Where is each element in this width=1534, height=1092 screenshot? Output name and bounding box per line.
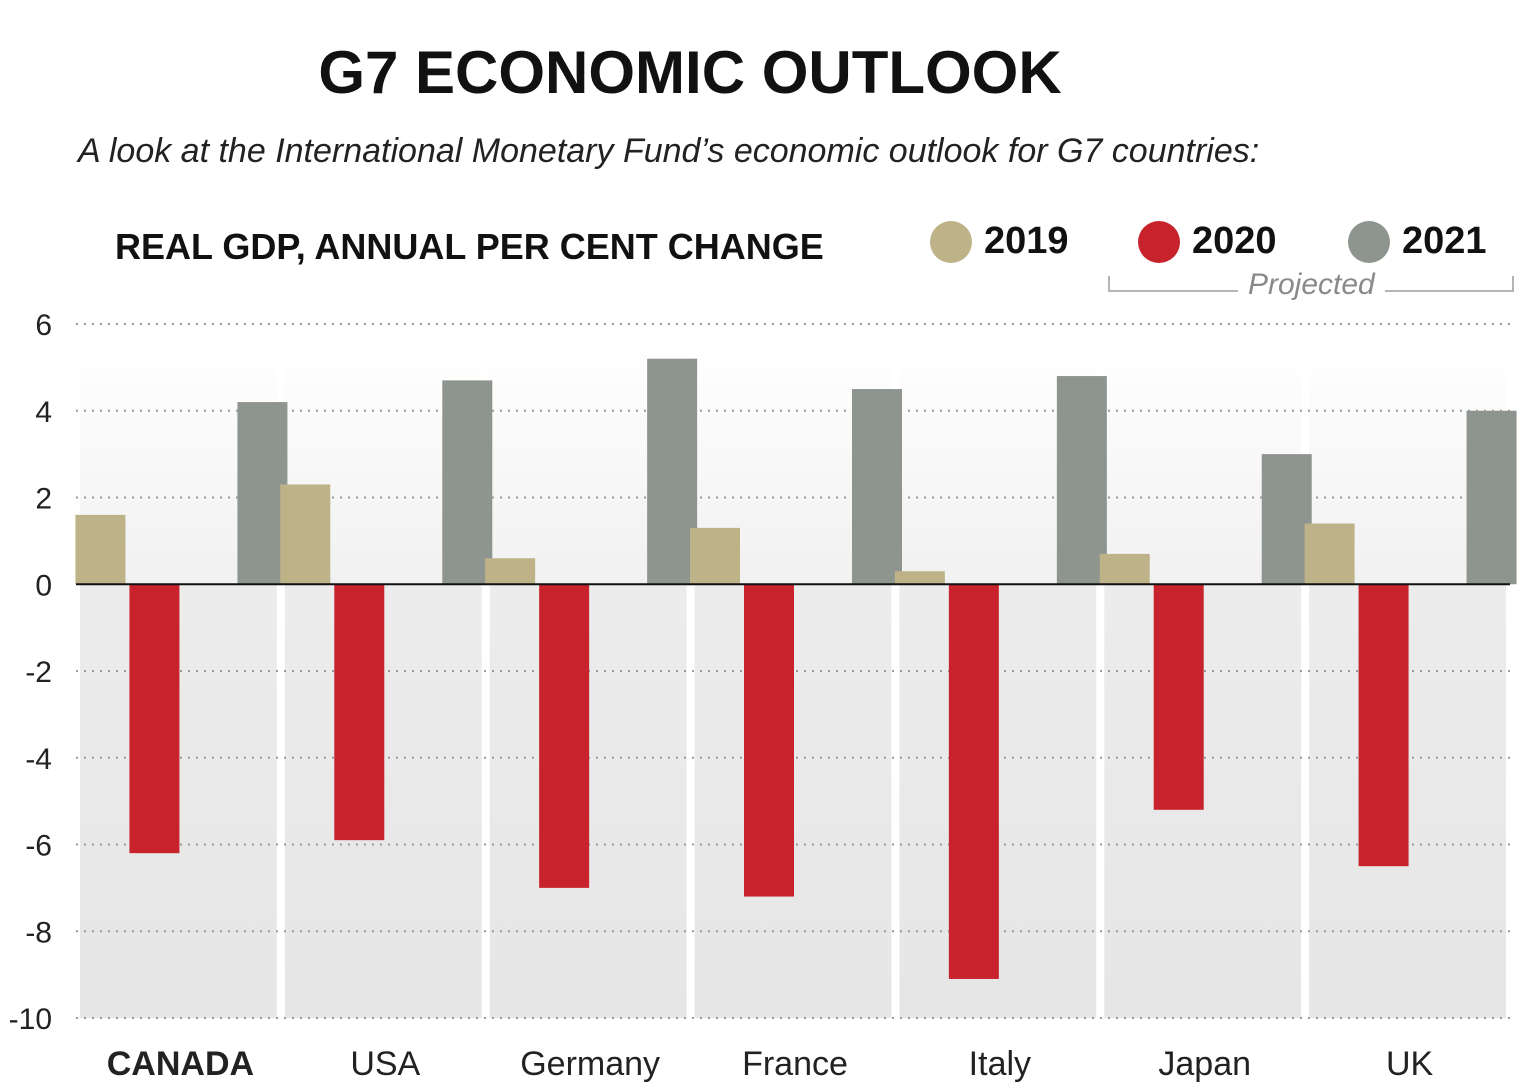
bar-2021-france xyxy=(852,389,902,585)
legend-swatch-icon xyxy=(1138,220,1180,263)
bar-2021-canada xyxy=(237,402,288,585)
bar-2020-france xyxy=(744,584,794,897)
bar-2020-italy xyxy=(948,584,999,979)
y-tick-label: 2 xyxy=(35,483,52,516)
bar-2020-uk xyxy=(1358,584,1409,867)
bar-2019-france xyxy=(690,527,740,585)
legend-swatch-icon xyxy=(1348,220,1390,263)
bar-2021-usa xyxy=(442,380,493,585)
bar-2020-usa xyxy=(334,584,385,841)
y-tick-label: -8 xyxy=(25,916,52,949)
page-subtitle: A look at the International Monetary Fun… xyxy=(78,132,1260,170)
y-tick-label: 0 xyxy=(35,569,52,602)
y-tick-label: 4 xyxy=(35,396,52,429)
bar-2021-uk xyxy=(1466,410,1517,585)
x-tick-label: UK xyxy=(1386,1045,1434,1083)
bar-2019-canada xyxy=(75,514,126,585)
bar-2019-usa xyxy=(280,484,331,585)
page-title: G7 ECONOMIC OUTLOOK xyxy=(318,39,1062,106)
x-tick-label: Italy xyxy=(969,1045,1031,1083)
legend-item-2019: 2019 xyxy=(930,220,1069,263)
bar-2021-germany xyxy=(647,358,698,585)
bar-2020-canada xyxy=(129,584,180,854)
y-tick-label: -6 xyxy=(25,830,52,863)
legend-swatch-icon xyxy=(930,220,972,263)
bar-2021-japan xyxy=(1261,454,1312,585)
legend-label: 2021 xyxy=(1402,220,1487,262)
legend-label: 2019 xyxy=(984,220,1069,262)
x-tick-label: CANADA xyxy=(107,1045,254,1083)
bar-chart: 6 4 2 0 -2 -4 -6 -8 -10 CANADA USA Germany France Ita… xyxy=(9,309,1517,1083)
x-tick-label: France xyxy=(742,1045,848,1083)
bar-2020-japan xyxy=(1153,584,1204,810)
legend-item-2021: 2021 xyxy=(1348,220,1487,263)
bar-2019-italy xyxy=(894,571,945,585)
legend-item-2020: 2020 xyxy=(1138,220,1277,263)
y-tick-label: -10 xyxy=(9,1003,52,1036)
chart-title: REAL GDP, ANNUAL PER CENT CHANGE xyxy=(115,226,824,267)
bar-2019-uk xyxy=(1304,523,1355,585)
y-tick-label: -4 xyxy=(25,743,52,776)
bar-2021-italy xyxy=(1056,376,1107,585)
y-tick-label: 6 xyxy=(35,309,52,342)
bar-2019-germany xyxy=(485,558,536,585)
x-tick-label: Japan xyxy=(1158,1045,1251,1083)
x-tick-label: Germany xyxy=(520,1045,660,1083)
legend-label: 2020 xyxy=(1192,220,1277,262)
y-tick-label: -2 xyxy=(25,656,52,689)
projected-label: Projected xyxy=(1238,268,1385,302)
bar-2020-germany xyxy=(539,584,590,888)
x-tick-label: USA xyxy=(350,1045,420,1083)
bar-2019-japan xyxy=(1099,553,1150,585)
